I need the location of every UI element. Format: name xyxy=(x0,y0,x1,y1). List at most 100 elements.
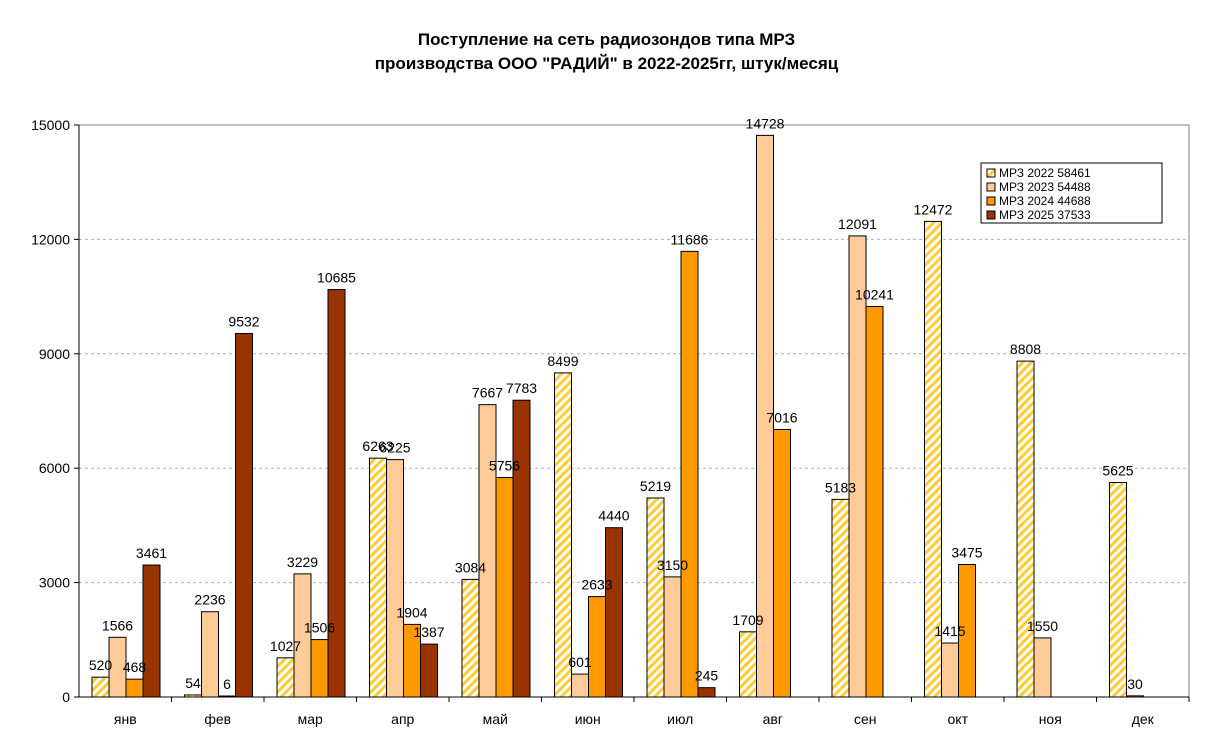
data-label: 8499 xyxy=(547,353,578,369)
data-label: 11686 xyxy=(671,231,709,247)
bar-3-июл xyxy=(697,687,716,698)
data-label: 9532 xyxy=(228,314,259,330)
data-label: 3461 xyxy=(136,545,167,561)
bar-2-июл xyxy=(680,250,699,698)
legend-swatch-2 xyxy=(986,196,996,206)
bar-0-ноя xyxy=(1016,360,1035,698)
bar-0-мар xyxy=(276,657,295,698)
data-label: 601 xyxy=(568,654,592,670)
bars xyxy=(91,134,1144,698)
y-tick-label: 3000 xyxy=(39,575,70,591)
x-tick-label-мар: мар xyxy=(298,711,323,727)
legend-label-3: МРЗ 2025 37533 xyxy=(999,208,1091,222)
y-tick-label: 9000 xyxy=(39,346,70,362)
legend-label-1: МРЗ 2023 54488 xyxy=(999,180,1091,194)
data-label: 30 xyxy=(1127,676,1143,692)
x-tick-label-авг: авг xyxy=(763,711,783,727)
data-label: 3229 xyxy=(287,554,318,570)
legend-swatch-1 xyxy=(986,182,996,192)
x-tick-label-окт: окт xyxy=(948,711,969,727)
data-label: 2236 xyxy=(194,592,225,608)
x-tick-label-фев: фев xyxy=(204,711,231,727)
data-label: 3475 xyxy=(951,544,982,560)
bar-0-май xyxy=(461,578,480,698)
chart-title: Поступление на сеть радиозондов типа МРЗ… xyxy=(0,28,1213,76)
bar-2-сен xyxy=(865,305,884,698)
data-label: 54 xyxy=(185,675,201,691)
bar-0-авг xyxy=(739,631,757,698)
bar-2-май xyxy=(495,477,514,698)
bar-1-ноя xyxy=(1033,637,1052,698)
data-label: 5183 xyxy=(825,479,856,495)
y-tick-label: 12000 xyxy=(31,231,70,247)
legend-swatch-0 xyxy=(986,168,996,178)
legend-swatch-3 xyxy=(986,210,996,220)
data-labels: 520 54 1027 6263 3084 8499 5219 1709 5183 12472 88… xyxy=(89,115,1143,692)
legend-box xyxy=(980,162,1163,224)
bar-0-апр xyxy=(369,457,387,698)
legend-label-0: МРЗ 2022 58461 xyxy=(999,166,1091,180)
axes: 0 3000 6000 9000 12000 15000 янв фев мар апр май ию… xyxy=(31,117,1190,727)
bar-1-окт xyxy=(941,642,959,698)
bar-2-мар xyxy=(310,639,329,698)
y-tick-label: 0 xyxy=(62,689,70,705)
data-label: 10241 xyxy=(855,286,894,302)
data-label: 1027 xyxy=(270,638,301,654)
x-tick-label-дек: дек xyxy=(1132,711,1155,727)
bar-3-мар xyxy=(327,289,346,698)
bar-3-июн xyxy=(605,527,623,698)
data-label: 1387 xyxy=(413,624,444,640)
data-label: 14728 xyxy=(746,115,785,131)
data-label: 1415 xyxy=(934,623,965,639)
bar-3-фев xyxy=(235,333,253,698)
data-label: 3084 xyxy=(455,559,486,575)
bar-0-янв xyxy=(91,676,110,698)
bar-1-май xyxy=(478,404,497,698)
data-label: 1566 xyxy=(102,617,133,633)
data-label: 6263 xyxy=(362,438,393,454)
data-label: 12091 xyxy=(838,216,877,232)
data-label: 7667 xyxy=(472,385,503,401)
x-tick-label-апр: апр xyxy=(391,711,414,727)
data-label: 5625 xyxy=(1102,463,1133,479)
data-label: 3150 xyxy=(657,557,688,573)
data-label: 7016 xyxy=(766,409,797,425)
bar-1-фев xyxy=(201,611,219,698)
data-label: 10685 xyxy=(317,270,356,286)
bar-0-июл xyxy=(646,497,665,698)
data-label: 4440 xyxy=(598,508,629,524)
data-label: 2633 xyxy=(581,577,612,593)
x-tick-label-сен: сен xyxy=(854,711,877,727)
legend-label-2: МРЗ 2024 44688 xyxy=(999,194,1091,208)
bar-3-апр xyxy=(420,643,438,698)
bar-2-авг xyxy=(773,428,791,698)
bar-2-июн xyxy=(588,596,606,698)
data-label: 5756 xyxy=(489,458,520,474)
data-label: 6 xyxy=(223,676,231,692)
data-label: 1506 xyxy=(304,620,335,636)
x-tick-label-май: май xyxy=(483,711,508,727)
data-label: 1550 xyxy=(1027,618,1058,634)
bar-0-сен xyxy=(831,498,850,698)
bar-1-июл xyxy=(663,576,682,698)
x-tick-label-ноя: ноя xyxy=(1039,711,1062,727)
data-label: 520 xyxy=(89,657,113,673)
data-label: 7783 xyxy=(506,380,537,396)
data-label: 5219 xyxy=(640,478,671,494)
data-label: 468 xyxy=(123,659,147,675)
y-tick-label: 6000 xyxy=(39,460,70,476)
bar-3-янв xyxy=(142,564,161,698)
data-label: 245 xyxy=(695,668,719,684)
data-label: 8808 xyxy=(1010,341,1041,357)
data-label: 6225 xyxy=(379,440,410,456)
bar-1-апр xyxy=(386,459,404,698)
bar-1-сен xyxy=(848,235,867,698)
bar-1-июн xyxy=(571,673,589,698)
data-label: 1709 xyxy=(732,612,763,628)
x-tick-label-июл: июл xyxy=(667,711,693,727)
data-label: 1904 xyxy=(396,604,427,620)
y-tick-label: 15000 xyxy=(31,117,70,133)
chart-title-line-1: Поступление на сеть радиозондов типа МРЗ xyxy=(417,30,796,49)
